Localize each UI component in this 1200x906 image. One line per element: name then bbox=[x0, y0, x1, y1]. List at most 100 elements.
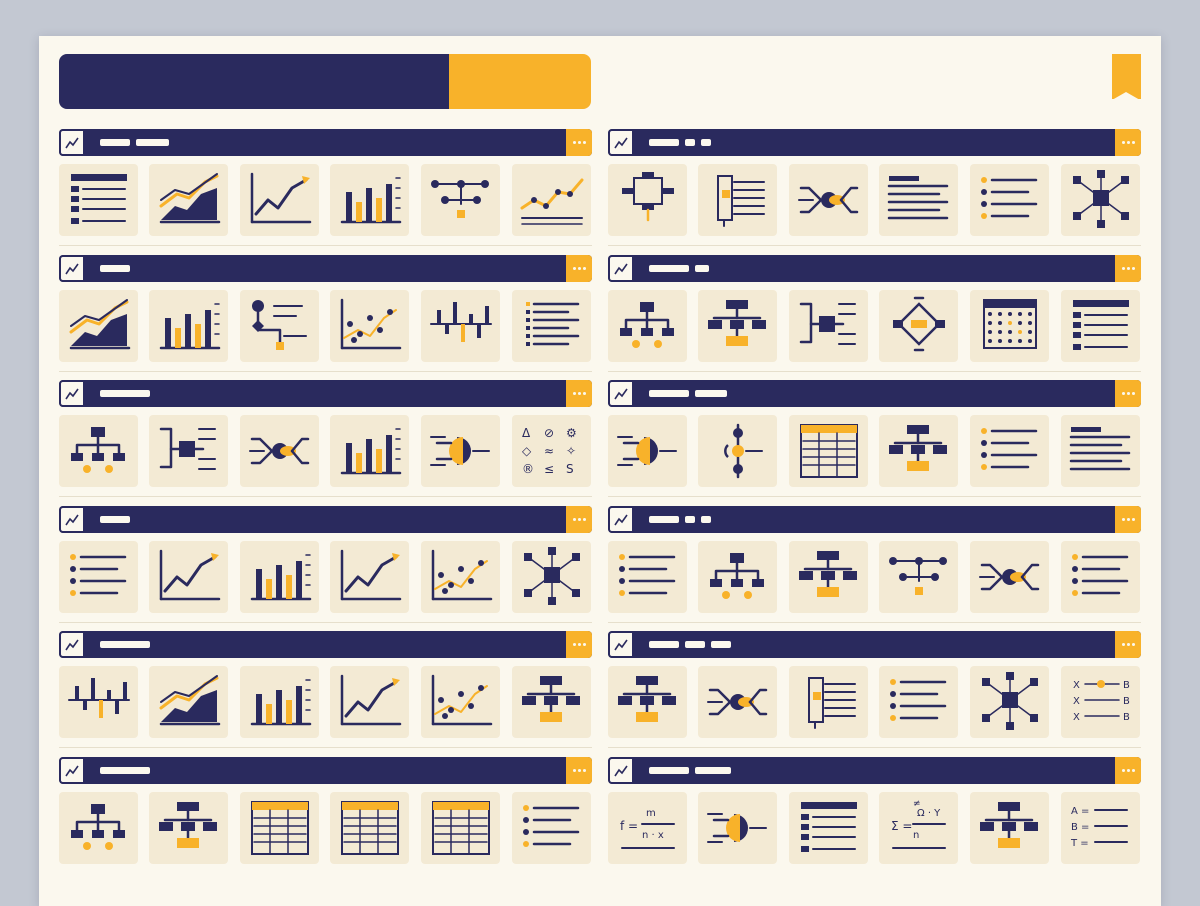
template-tile-tree-list[interactable] bbox=[789, 666, 868, 738]
template-tile-bar-chart[interactable] bbox=[240, 541, 319, 613]
template-tile-mind-map[interactable] bbox=[608, 415, 687, 487]
template-tile-hub-diagram[interactable] bbox=[789, 164, 868, 236]
template-tile-node-graph[interactable] bbox=[1061, 164, 1140, 236]
template-tile-flowchart[interactable] bbox=[970, 792, 1049, 864]
template-tile-table-grid[interactable] bbox=[789, 415, 868, 487]
template-tile-symbols-grid[interactable]: X B X B X B bbox=[1061, 666, 1140, 738]
template-tile-bracket-diagram[interactable] bbox=[789, 290, 868, 362]
template-tile-org-chart[interactable] bbox=[608, 290, 687, 362]
template-tile-bracket-diagram[interactable] bbox=[149, 415, 228, 487]
template-tile-bar-chart[interactable] bbox=[330, 164, 409, 236]
template-tile-flowchart[interactable] bbox=[608, 666, 687, 738]
more-options-icon[interactable] bbox=[1115, 506, 1141, 533]
template-tile-flowchart[interactable] bbox=[879, 415, 958, 487]
section-header[interactable] bbox=[608, 506, 1141, 533]
more-options-icon[interactable] bbox=[566, 631, 592, 658]
template-tile-bullet-list[interactable] bbox=[608, 541, 687, 613]
template-tile-bar-chart[interactable] bbox=[149, 290, 228, 362]
template-tile-mind-map[interactable] bbox=[421, 415, 500, 487]
template-tile-bullet-list[interactable] bbox=[970, 164, 1049, 236]
template-tile-org-chart[interactable] bbox=[59, 792, 138, 864]
template-tile-org-chart[interactable] bbox=[59, 415, 138, 487]
template-tile-text-lines[interactable] bbox=[1061, 415, 1140, 487]
section-header[interactable] bbox=[59, 506, 592, 533]
template-tile-bullet-list[interactable] bbox=[59, 541, 138, 613]
more-options-icon[interactable] bbox=[1115, 380, 1141, 407]
more-options-icon[interactable] bbox=[1115, 255, 1141, 282]
template-tile-node-chain[interactable] bbox=[698, 415, 777, 487]
template-tile-text-lines[interactable] bbox=[879, 164, 958, 236]
template-tile-table-grid[interactable] bbox=[240, 792, 319, 864]
template-tile-scatter-plot[interactable] bbox=[330, 290, 409, 362]
more-options-icon[interactable] bbox=[566, 255, 592, 282]
template-tile-hub-diagram[interactable] bbox=[970, 541, 1049, 613]
template-tile-line-chart[interactable] bbox=[330, 666, 409, 738]
template-tile-diverging-bars[interactable] bbox=[59, 666, 138, 738]
template-tile-line-chart[interactable] bbox=[240, 164, 319, 236]
section-header[interactable] bbox=[59, 129, 592, 156]
template-tile-line-chart[interactable] bbox=[149, 541, 228, 613]
more-options-icon[interactable] bbox=[1115, 631, 1141, 658]
calendar-icon bbox=[59, 757, 85, 784]
template-tile-symbols-grid[interactable]: Δ ⊘ ⚙ ◇ ≈ ✧ ® ≤ S bbox=[512, 415, 591, 487]
section-header[interactable] bbox=[608, 380, 1141, 407]
template-tile-flowchart[interactable] bbox=[512, 666, 591, 738]
template-tile-node-graph[interactable] bbox=[970, 666, 1049, 738]
template-tile-area-chart[interactable] bbox=[59, 290, 138, 362]
template-tile-area-chart[interactable] bbox=[149, 164, 228, 236]
more-options-icon[interactable] bbox=[566, 380, 592, 407]
bookmark-icon[interactable] bbox=[1112, 54, 1141, 100]
template-tile-block-diagram[interactable] bbox=[608, 164, 687, 236]
section-header[interactable] bbox=[59, 631, 592, 658]
template-tile-diverging-bars[interactable] bbox=[421, 290, 500, 362]
more-options-icon[interactable] bbox=[566, 506, 592, 533]
template-tile-symbols-grid[interactable]: A = B = T = bbox=[1061, 792, 1140, 864]
template-tile-calendar-grid[interactable] bbox=[970, 290, 1049, 362]
template-tile-flowchart[interactable] bbox=[698, 290, 777, 362]
template-tile-scatter-plot[interactable] bbox=[421, 666, 500, 738]
template-tile-hub-diagram[interactable] bbox=[240, 415, 319, 487]
hierarchy-icon bbox=[59, 380, 85, 407]
template-tile-line-chart[interactable] bbox=[330, 541, 409, 613]
template-tile-node-graph[interactable] bbox=[512, 541, 591, 613]
section-header[interactable] bbox=[608, 129, 1141, 156]
template-tile-hub-diagram[interactable] bbox=[698, 666, 777, 738]
svg-text:Σ =: Σ = bbox=[891, 819, 912, 833]
template-tile-formula[interactable]: f = m n · x bbox=[608, 792, 687, 864]
template-tile-bar-chart[interactable] bbox=[330, 415, 409, 487]
template-tile-area-chart[interactable] bbox=[149, 666, 228, 738]
template-tile-table-rows[interactable] bbox=[59, 164, 138, 236]
section-header[interactable] bbox=[608, 255, 1141, 282]
template-tile-text-list[interactable] bbox=[512, 290, 591, 362]
template-tile-flowchart[interactable] bbox=[149, 792, 228, 864]
template-tile-node-network[interactable] bbox=[879, 541, 958, 613]
section-header[interactable] bbox=[59, 255, 592, 282]
template-tile-flow-nodes[interactable] bbox=[240, 290, 319, 362]
template-tile-line-scatter[interactable] bbox=[512, 164, 591, 236]
template-tile-bullet-list[interactable] bbox=[970, 415, 1049, 487]
more-options-icon[interactable] bbox=[1115, 757, 1141, 784]
section-header[interactable] bbox=[608, 757, 1141, 784]
template-tile-bullet-list[interactable] bbox=[512, 792, 591, 864]
section-header[interactable] bbox=[608, 631, 1141, 658]
template-tile-table-rows[interactable] bbox=[789, 792, 868, 864]
template-tile-bullet-list[interactable] bbox=[879, 666, 958, 738]
more-options-icon[interactable] bbox=[566, 757, 592, 784]
template-tile-org-chart[interactable] bbox=[698, 541, 777, 613]
more-options-icon[interactable] bbox=[566, 129, 592, 156]
template-tile-table-rows[interactable] bbox=[1061, 290, 1140, 362]
template-tile-bullet-list[interactable] bbox=[1061, 541, 1140, 613]
template-tile-formula[interactable]: Σ = Ω · Y n ≠ bbox=[879, 792, 958, 864]
template-tile-table-grid[interactable] bbox=[330, 792, 409, 864]
template-tile-mind-map[interactable] bbox=[698, 792, 777, 864]
template-tile-bar-chart[interactable] bbox=[240, 666, 319, 738]
more-options-icon[interactable] bbox=[1115, 129, 1141, 156]
template-tile-table-grid[interactable] bbox=[421, 792, 500, 864]
template-tile-cycle-diagram[interactable] bbox=[879, 290, 958, 362]
section-header[interactable] bbox=[59, 380, 592, 407]
section-header[interactable] bbox=[59, 757, 592, 784]
template-tile-tree-list[interactable] bbox=[698, 164, 777, 236]
template-tile-flowchart[interactable] bbox=[789, 541, 868, 613]
template-tile-node-network[interactable] bbox=[421, 164, 500, 236]
template-tile-scatter-plot[interactable] bbox=[421, 541, 500, 613]
